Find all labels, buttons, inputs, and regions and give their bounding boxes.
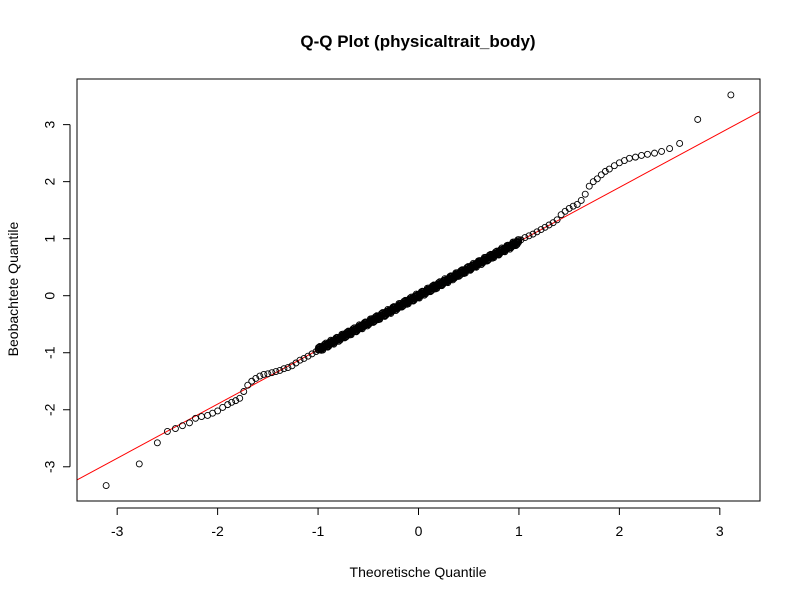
data-point <box>153 439 161 447</box>
data-point <box>186 419 193 427</box>
data-point <box>244 381 252 389</box>
data-point <box>232 397 240 405</box>
data-point <box>256 372 264 380</box>
data-point <box>581 190 589 198</box>
data-point <box>651 149 658 157</box>
data-point <box>525 232 533 240</box>
data-point <box>272 368 280 375</box>
data-point <box>260 370 268 378</box>
data-point <box>102 482 110 490</box>
data-point <box>533 228 541 236</box>
data-point <box>553 216 561 224</box>
data-point <box>214 407 222 415</box>
data-point <box>577 197 585 204</box>
chart-title: Q-Q Plot (physicaltrait_body) <box>300 32 535 51</box>
data-point <box>171 425 179 433</box>
data-points <box>102 91 735 490</box>
data-point <box>632 153 639 161</box>
data-point <box>593 175 601 183</box>
data-point <box>515 238 523 246</box>
data-point <box>304 352 312 360</box>
data-point <box>676 139 684 147</box>
data-point <box>569 202 577 210</box>
y-tick-label: 3 <box>42 121 58 129</box>
data-point <box>515 236 523 244</box>
data-point <box>573 201 581 208</box>
x-tick-label: -1 <box>312 523 325 539</box>
data-point <box>179 422 186 430</box>
data-point <box>276 366 284 374</box>
x-axis-label: Theoretische Quantile <box>350 564 487 580</box>
data-point <box>529 230 537 238</box>
data-point <box>252 374 260 382</box>
data-point <box>537 226 545 234</box>
y-tick-label: -3 <box>42 460 58 473</box>
data-point <box>597 171 605 179</box>
data-point <box>666 145 674 153</box>
data-point <box>308 350 316 358</box>
data-point <box>727 91 735 99</box>
data-point <box>268 369 276 377</box>
axes: -3 -2 -1 0 1 2 3 -3 -2 -1 0 1 2 3 <box>42 121 724 539</box>
x-tick-label: 0 <box>415 523 423 539</box>
data-point <box>219 404 227 411</box>
data-point <box>601 167 609 175</box>
data-point <box>605 165 613 173</box>
data-point <box>565 205 573 212</box>
data-point <box>694 116 702 123</box>
data-point <box>541 223 549 231</box>
x-tick-label: 2 <box>615 523 623 539</box>
data-point <box>224 401 232 409</box>
y-tick-label: 2 <box>42 178 58 186</box>
x-tick-label: -2 <box>211 523 224 539</box>
data-point <box>284 364 292 372</box>
data-point <box>545 221 553 229</box>
plot-frame <box>76 78 761 502</box>
data-point <box>521 234 529 241</box>
data-point <box>644 150 651 158</box>
x-tick-label: -3 <box>111 523 124 539</box>
y-tick-label: -2 <box>42 403 58 416</box>
data-point <box>240 388 248 395</box>
data-point <box>264 370 272 378</box>
data-point <box>658 147 666 155</box>
x-tick-label: 3 <box>716 523 724 539</box>
y-axis-label: Beobachtete Quantile <box>5 221 21 356</box>
data-point <box>280 365 288 373</box>
y-tick-label: 0 <box>42 292 58 300</box>
y-tick-label: -1 <box>42 346 58 359</box>
data-point <box>192 414 199 422</box>
data-point <box>135 460 143 468</box>
data-point <box>296 356 304 364</box>
data-point <box>557 211 565 219</box>
data-point <box>228 398 236 406</box>
data-point <box>236 394 244 402</box>
data-point <box>610 162 618 170</box>
y-tick-label: 1 <box>42 235 58 243</box>
data-point <box>300 354 308 362</box>
data-point <box>585 182 593 190</box>
data-point <box>163 427 171 435</box>
x-tick-label: 1 <box>515 523 523 539</box>
